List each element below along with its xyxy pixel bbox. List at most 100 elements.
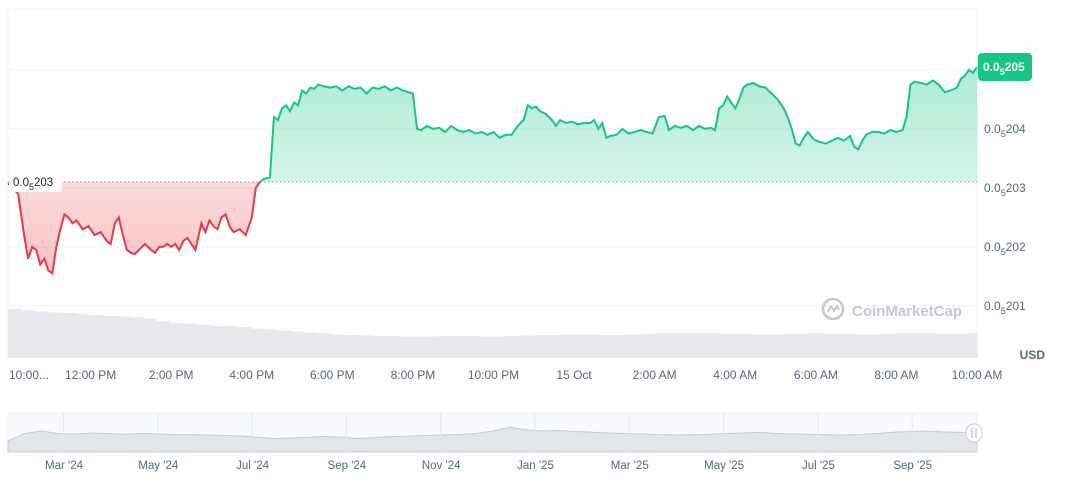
x-tick-label: 6:00 AM bbox=[794, 368, 838, 382]
y-tick-label: 0.05203 bbox=[984, 181, 1026, 198]
volume-bar bbox=[129, 317, 144, 358]
volume-bar bbox=[48, 312, 63, 358]
x-tick-label: 2:00 PM bbox=[149, 368, 194, 382]
volume-bar bbox=[923, 333, 938, 358]
volume-bar bbox=[586, 334, 601, 358]
volume-bar bbox=[950, 333, 965, 358]
price-line-down bbox=[7, 182, 262, 276]
volume-bar bbox=[654, 333, 669, 358]
navigator-tick-label: Mar '24 bbox=[45, 460, 84, 472]
coinmarketcap-watermark: CoinMarketCap bbox=[821, 297, 962, 321]
volume-bar bbox=[492, 336, 507, 358]
volume-bar bbox=[855, 334, 870, 358]
navigator-handle[interactable] bbox=[965, 423, 983, 443]
volume-bar bbox=[277, 330, 292, 358]
volume-bar bbox=[411, 336, 426, 358]
volume-bar bbox=[559, 334, 574, 358]
volume-bar bbox=[8, 309, 23, 358]
volume-bar bbox=[694, 333, 709, 358]
volume-bar bbox=[88, 314, 103, 358]
volume-bar bbox=[802, 333, 817, 358]
volume-bar bbox=[465, 335, 480, 358]
x-tick-label: 15 Oct bbox=[556, 368, 592, 382]
svg-text:0.05205: 0.05205 bbox=[983, 60, 1025, 77]
y-tick-label: 0.05201 bbox=[984, 299, 1026, 316]
volume-bar bbox=[748, 334, 763, 358]
current-price-badge: 0.05205 bbox=[978, 52, 1032, 81]
volume-bar bbox=[304, 332, 319, 358]
navigator-tick-label: Jul '25 bbox=[802, 460, 835, 472]
volume-bar bbox=[479, 336, 494, 358]
x-tick-label: 8:00 AM bbox=[874, 368, 918, 382]
volume-bar bbox=[532, 334, 547, 358]
volume-bar bbox=[344, 334, 359, 358]
volume-bar bbox=[828, 333, 844, 358]
volume-bar bbox=[761, 334, 776, 358]
x-tick-label: 12:00 PM bbox=[65, 368, 116, 382]
volume-bars bbox=[8, 309, 978, 358]
volume-bar bbox=[896, 333, 911, 358]
volume-bar bbox=[250, 328, 265, 358]
volume-bar bbox=[627, 334, 642, 358]
volume-bar bbox=[869, 334, 884, 358]
svg-text:0.05203: 0.05203 bbox=[13, 177, 53, 192]
volume-bar bbox=[317, 333, 332, 358]
volume-bar bbox=[61, 312, 76, 358]
volume-bar bbox=[236, 327, 251, 358]
volume-bar bbox=[115, 316, 130, 358]
volume-bar bbox=[519, 335, 534, 358]
volume-bar bbox=[734, 333, 749, 358]
volume-bar bbox=[169, 322, 184, 358]
navigator-tick-label: Sep '25 bbox=[893, 460, 932, 472]
volume-bar bbox=[613, 334, 628, 358]
volume-bar bbox=[721, 333, 736, 358]
volume-bar bbox=[963, 333, 978, 358]
x-tick-label: 10:00... bbox=[9, 368, 49, 382]
volume-bar bbox=[425, 336, 440, 358]
y-tick-label: 0.05202 bbox=[984, 240, 1026, 257]
volume-bar bbox=[34, 311, 49, 358]
x-tick-label: 2:00 AM bbox=[633, 368, 677, 382]
volume-bar bbox=[371, 335, 386, 358]
volume-bar bbox=[452, 335, 467, 358]
volume-bar bbox=[680, 333, 695, 358]
volume-bar bbox=[600, 334, 615, 358]
volume-bar bbox=[182, 323, 198, 358]
x-tick-label: 4:00 PM bbox=[229, 368, 274, 382]
y-tick-label: 0.05204 bbox=[984, 122, 1026, 139]
volume-bar bbox=[21, 310, 36, 358]
volume-bar bbox=[909, 333, 924, 358]
volume-bar bbox=[640, 333, 655, 358]
navigator-tick-label: Jul '24 bbox=[236, 460, 269, 472]
volume-bar bbox=[788, 333, 803, 358]
navigator-tick-label: Mar '25 bbox=[611, 460, 649, 472]
baseline-price-label: 0.05203 bbox=[9, 173, 62, 192]
navigator-tick-label: May '25 bbox=[704, 460, 744, 472]
range-navigator[interactable]: Mar '24 May '24 Jul '24 Sep '24 Nov '24 Jan '… bbox=[7, 412, 983, 472]
volume-bar bbox=[357, 335, 372, 358]
x-tick-label: 6:00 PM bbox=[310, 368, 355, 382]
currency-label: USD bbox=[1020, 348, 1046, 362]
price-line-up bbox=[258, 66, 978, 182]
volume-bar bbox=[384, 335, 399, 358]
volume-bar bbox=[438, 335, 453, 358]
volume-bar bbox=[196, 324, 211, 358]
x-tick-label: 8:00 PM bbox=[391, 368, 436, 382]
volume-bar bbox=[209, 325, 224, 358]
volume-bar bbox=[815, 333, 830, 358]
volume-bar bbox=[156, 321, 171, 358]
x-tick-label: 10:00 PM bbox=[468, 368, 519, 382]
volume-bar bbox=[546, 334, 561, 358]
navigator-tick-label: May '24 bbox=[138, 460, 179, 472]
coinmarketcap-logo-icon bbox=[821, 297, 845, 321]
volume-bar bbox=[505, 335, 521, 358]
volume-bar bbox=[667, 333, 682, 358]
volume-bar bbox=[573, 334, 588, 358]
price-area-down bbox=[8, 182, 977, 274]
volume-bar bbox=[882, 333, 897, 358]
volume-bar bbox=[331, 334, 346, 358]
volume-bar bbox=[398, 336, 413, 358]
navigator-tick-label: Nov '24 bbox=[422, 460, 461, 472]
volume-bar bbox=[707, 333, 722, 358]
